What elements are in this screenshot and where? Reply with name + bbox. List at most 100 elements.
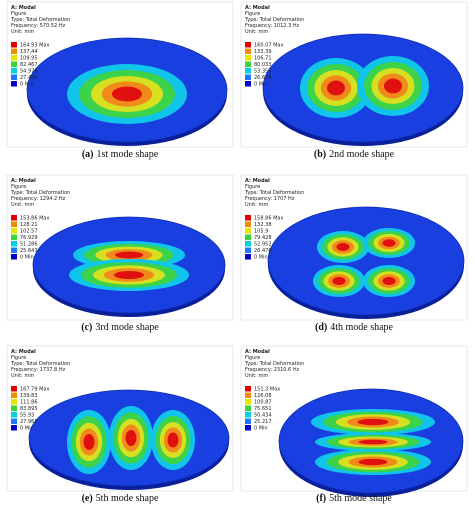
- legend-swatch: [245, 405, 251, 411]
- legend-label: 0 Min: [20, 255, 34, 261]
- legend-swatch: [245, 221, 251, 227]
- legend-swatch: [245, 61, 251, 67]
- legend-label: 133.39: [254, 49, 272, 55]
- legend-swatch: [11, 55, 17, 61]
- caption-text: 5th mode shape: [329, 493, 392, 504]
- legend-label: 55.93: [20, 413, 34, 419]
- header-line: Frequency: 1012.3 Hz: [245, 23, 300, 29]
- legend-swatch: [245, 247, 251, 253]
- header-line: Frequency: 1294.2 Hz: [11, 196, 66, 202]
- legend-swatch: [245, 418, 251, 424]
- legend-label: 137.44: [20, 49, 38, 55]
- caption: (d) 4th mode shape: [315, 322, 394, 333]
- legend-swatch: [11, 221, 17, 227]
- legend-swatch: [245, 74, 251, 80]
- legend-label: 82.467: [20, 62, 38, 68]
- legend-label: 158.86 Max: [254, 216, 283, 222]
- header-line: Frequency: 1737.8 Hz: [11, 367, 66, 373]
- legend-label: 0 Min: [20, 426, 34, 432]
- caption-label: (d): [315, 322, 327, 333]
- contour: [332, 277, 346, 285]
- contour: [115, 251, 143, 259]
- header-line: A: Modal: [245, 5, 270, 11]
- legend-swatch: [245, 55, 251, 61]
- header-line: Type: Total Deformation: [10, 361, 70, 367]
- legend-label: 111.86: [20, 400, 38, 406]
- caption-text: 4th mode shape: [330, 322, 393, 333]
- legend-swatch: [11, 61, 17, 67]
- legend-label: 53.355: [254, 69, 272, 75]
- legend-swatch: [11, 74, 17, 80]
- header-line: Type: Total Deformation: [244, 361, 304, 367]
- header-line: Figure: [245, 355, 260, 361]
- header-line: Type: Total Deformation: [10, 190, 70, 196]
- legend-swatch: [11, 418, 17, 424]
- contour: [167, 432, 179, 448]
- caption-label: (e): [82, 493, 93, 504]
- header-line: Unit: mm: [11, 202, 34, 208]
- legend-label: 25.217: [254, 419, 272, 425]
- caption-text: 3rd mode shape: [95, 322, 159, 333]
- legend-label: 100.87: [254, 400, 272, 406]
- legend-swatch: [11, 215, 17, 221]
- legend-label: 54.978: [20, 69, 38, 75]
- caption: (c) 3rd mode shape: [81, 322, 159, 333]
- legend-swatch: [11, 42, 17, 48]
- legend-label: 0 Min: [254, 82, 268, 88]
- contour: [382, 277, 396, 285]
- legend-swatch: [11, 412, 17, 418]
- caption: (a) 1st mode shape: [82, 149, 159, 160]
- legend-swatch: [11, 392, 17, 398]
- legend-label: 51.286: [20, 242, 38, 248]
- caption-label: (f): [316, 493, 326, 504]
- legend-swatch: [245, 48, 251, 54]
- legend-swatch: [245, 392, 251, 398]
- plate: [267, 206, 465, 316]
- header-line: Figure: [245, 184, 260, 190]
- legend-swatch: [245, 399, 251, 405]
- header-line: Unit: mm: [245, 373, 268, 379]
- legend-swatch: [245, 425, 251, 431]
- legend-label: 80.033: [254, 62, 272, 68]
- header-line: Unit: mm: [245, 202, 268, 208]
- legend-label: 105.9: [254, 229, 268, 235]
- legend-swatch: [245, 241, 251, 247]
- header-line: Figure: [245, 11, 260, 17]
- legend-swatch: [11, 247, 17, 253]
- legend-swatch: [245, 42, 251, 48]
- header-line: Frequency: 1707 Hz: [245, 196, 295, 202]
- header-line: Type: Total Deformation: [244, 17, 304, 23]
- legend-label: 109.95: [20, 56, 38, 62]
- header-line: Frequency: 2310.6 Hz: [245, 367, 300, 373]
- legend-swatch: [245, 228, 251, 234]
- legend-label: 83.895: [20, 406, 38, 412]
- legend-label: 26.476: [254, 248, 272, 254]
- legend-swatch: [245, 386, 251, 392]
- legend-swatch: [245, 234, 251, 240]
- header-line: A: Modal: [11, 5, 36, 11]
- legend-label: 26.678: [254, 75, 272, 81]
- legend-label: 79.428: [254, 235, 272, 241]
- legend-label: 0 Min: [254, 255, 268, 261]
- caption: (b) 2nd mode shape: [314, 149, 395, 160]
- legend-label: 132.38: [254, 222, 272, 228]
- legend-label: 27.965: [20, 419, 38, 425]
- contour: [336, 243, 350, 251]
- contour: [327, 80, 345, 96]
- header-line: A: Modal: [245, 349, 270, 355]
- contour: [357, 418, 389, 426]
- header-line: Figure: [11, 11, 26, 17]
- contour: [382, 239, 396, 247]
- contour: [83, 434, 95, 450]
- legend-label: 0 Min: [20, 82, 34, 88]
- legend-label: 126.08: [254, 393, 272, 399]
- caption-text: 5th mode shape: [96, 493, 159, 504]
- legend-label: 167.79 Max: [20, 387, 49, 393]
- legend-swatch: [11, 254, 17, 260]
- legend-label: 106.71: [254, 56, 272, 62]
